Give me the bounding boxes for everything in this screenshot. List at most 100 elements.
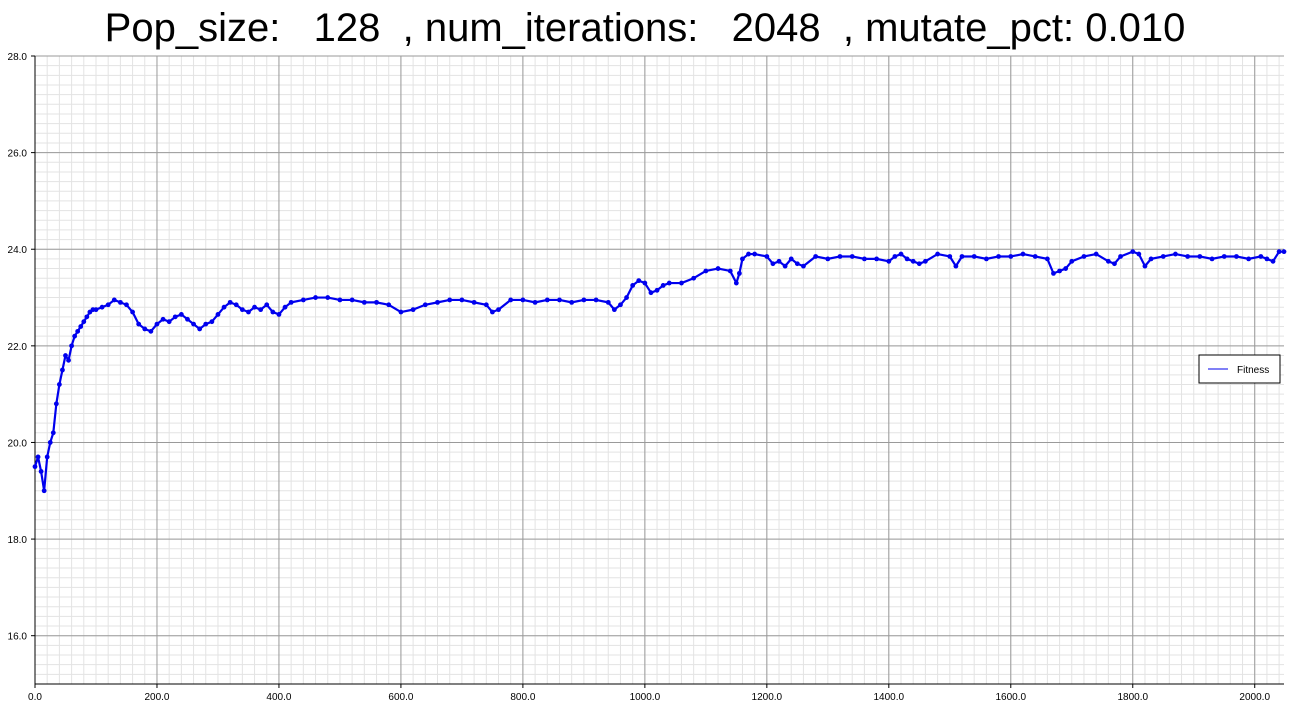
data-point [849,254,855,259]
x-tick-label: 0.0 [28,692,42,703]
data-point [679,280,684,286]
data-point [422,302,428,308]
data-point [1118,254,1123,259]
x-tick-label: 800.0 [510,692,535,703]
x-tick-label: 1600.0 [995,692,1026,703]
data-point [142,326,148,332]
data-point [618,302,623,308]
data-point [520,297,526,303]
data-point [239,307,245,313]
data-point [593,297,599,303]
data-point [386,302,392,308]
data-point [1258,254,1264,259]
data-point [203,321,209,327]
data-point [490,309,495,315]
y-tick-label: 22.0 [8,342,28,353]
major-grid [34,55,1284,684]
data-point [72,333,78,339]
minor-grid [34,55,1284,685]
x-tick-label: 600.0 [388,692,413,703]
data-point [1246,256,1252,262]
data-point [84,314,90,320]
data-point [1093,251,1099,257]
data-point [215,312,221,317]
data-point [1069,258,1075,264]
data-point [1221,254,1227,259]
data-point [374,299,379,305]
data-point [736,270,742,276]
data-point [459,297,465,303]
data-point [691,275,697,281]
data-point [1148,256,1154,262]
data-point [398,309,404,315]
data-point [1130,249,1136,255]
data-point [105,302,111,308]
data-point [325,295,331,300]
data-point [508,297,514,303]
data-point [60,367,65,373]
data-point [50,430,56,436]
data-point [1270,258,1276,264]
data-point [209,319,215,325]
data-point [953,263,959,269]
data-point [148,328,154,334]
x-tick-label: 1200.0 [752,692,783,703]
data-point [660,283,666,288]
data-point [733,280,739,286]
data-point [130,309,135,315]
data-point [38,469,44,474]
y-tick-label: 16.0 [8,632,28,643]
data-point [544,297,550,303]
data-point [81,319,87,325]
data-point [764,254,770,259]
data-point [471,299,477,305]
data-point [532,299,538,305]
data-point [221,304,227,310]
data-point [642,280,648,286]
data-point [53,401,59,407]
data-point [227,299,233,305]
data-point [1160,254,1166,259]
data-point [1173,251,1178,257]
data-point [300,297,306,303]
data-point [1197,254,1203,259]
data-point [93,307,99,313]
data-point [41,488,47,494]
data-point [703,268,709,274]
data-point [136,321,142,327]
data-point [1044,256,1050,262]
data-point [825,256,831,262]
data-point [1008,254,1014,259]
data-point [1136,251,1142,257]
data-point [111,297,117,303]
legend[interactable]: Fitness [1198,354,1281,384]
data-point [44,454,50,460]
data-point [117,299,123,305]
data-point [313,295,318,300]
data-point [32,464,38,470]
data-point [971,254,977,259]
data-point [1112,261,1117,267]
data-point [788,256,794,262]
data-point [794,261,800,267]
data-point [654,287,660,293]
x-axis-ticks: 0.0 200.0 400.0 600.0 800.0 1000.0 1200.0 1400.… [28,684,1270,703]
data-point [1105,258,1111,264]
data-point [837,254,843,259]
data-point [1020,251,1026,257]
data-point [892,254,898,259]
data-point [1051,270,1056,276]
data-point [898,251,904,257]
data-point [782,263,788,269]
data-point [886,258,892,264]
data-point [935,251,940,257]
data-point [1185,254,1191,259]
data-point [1276,249,1282,255]
data-point [99,304,105,310]
data-point [569,299,575,305]
x-tick-label: 1800.0 [1117,692,1148,703]
data-point [197,326,203,332]
data-point [233,302,239,308]
x-tick-label: 1400.0 [874,692,905,703]
